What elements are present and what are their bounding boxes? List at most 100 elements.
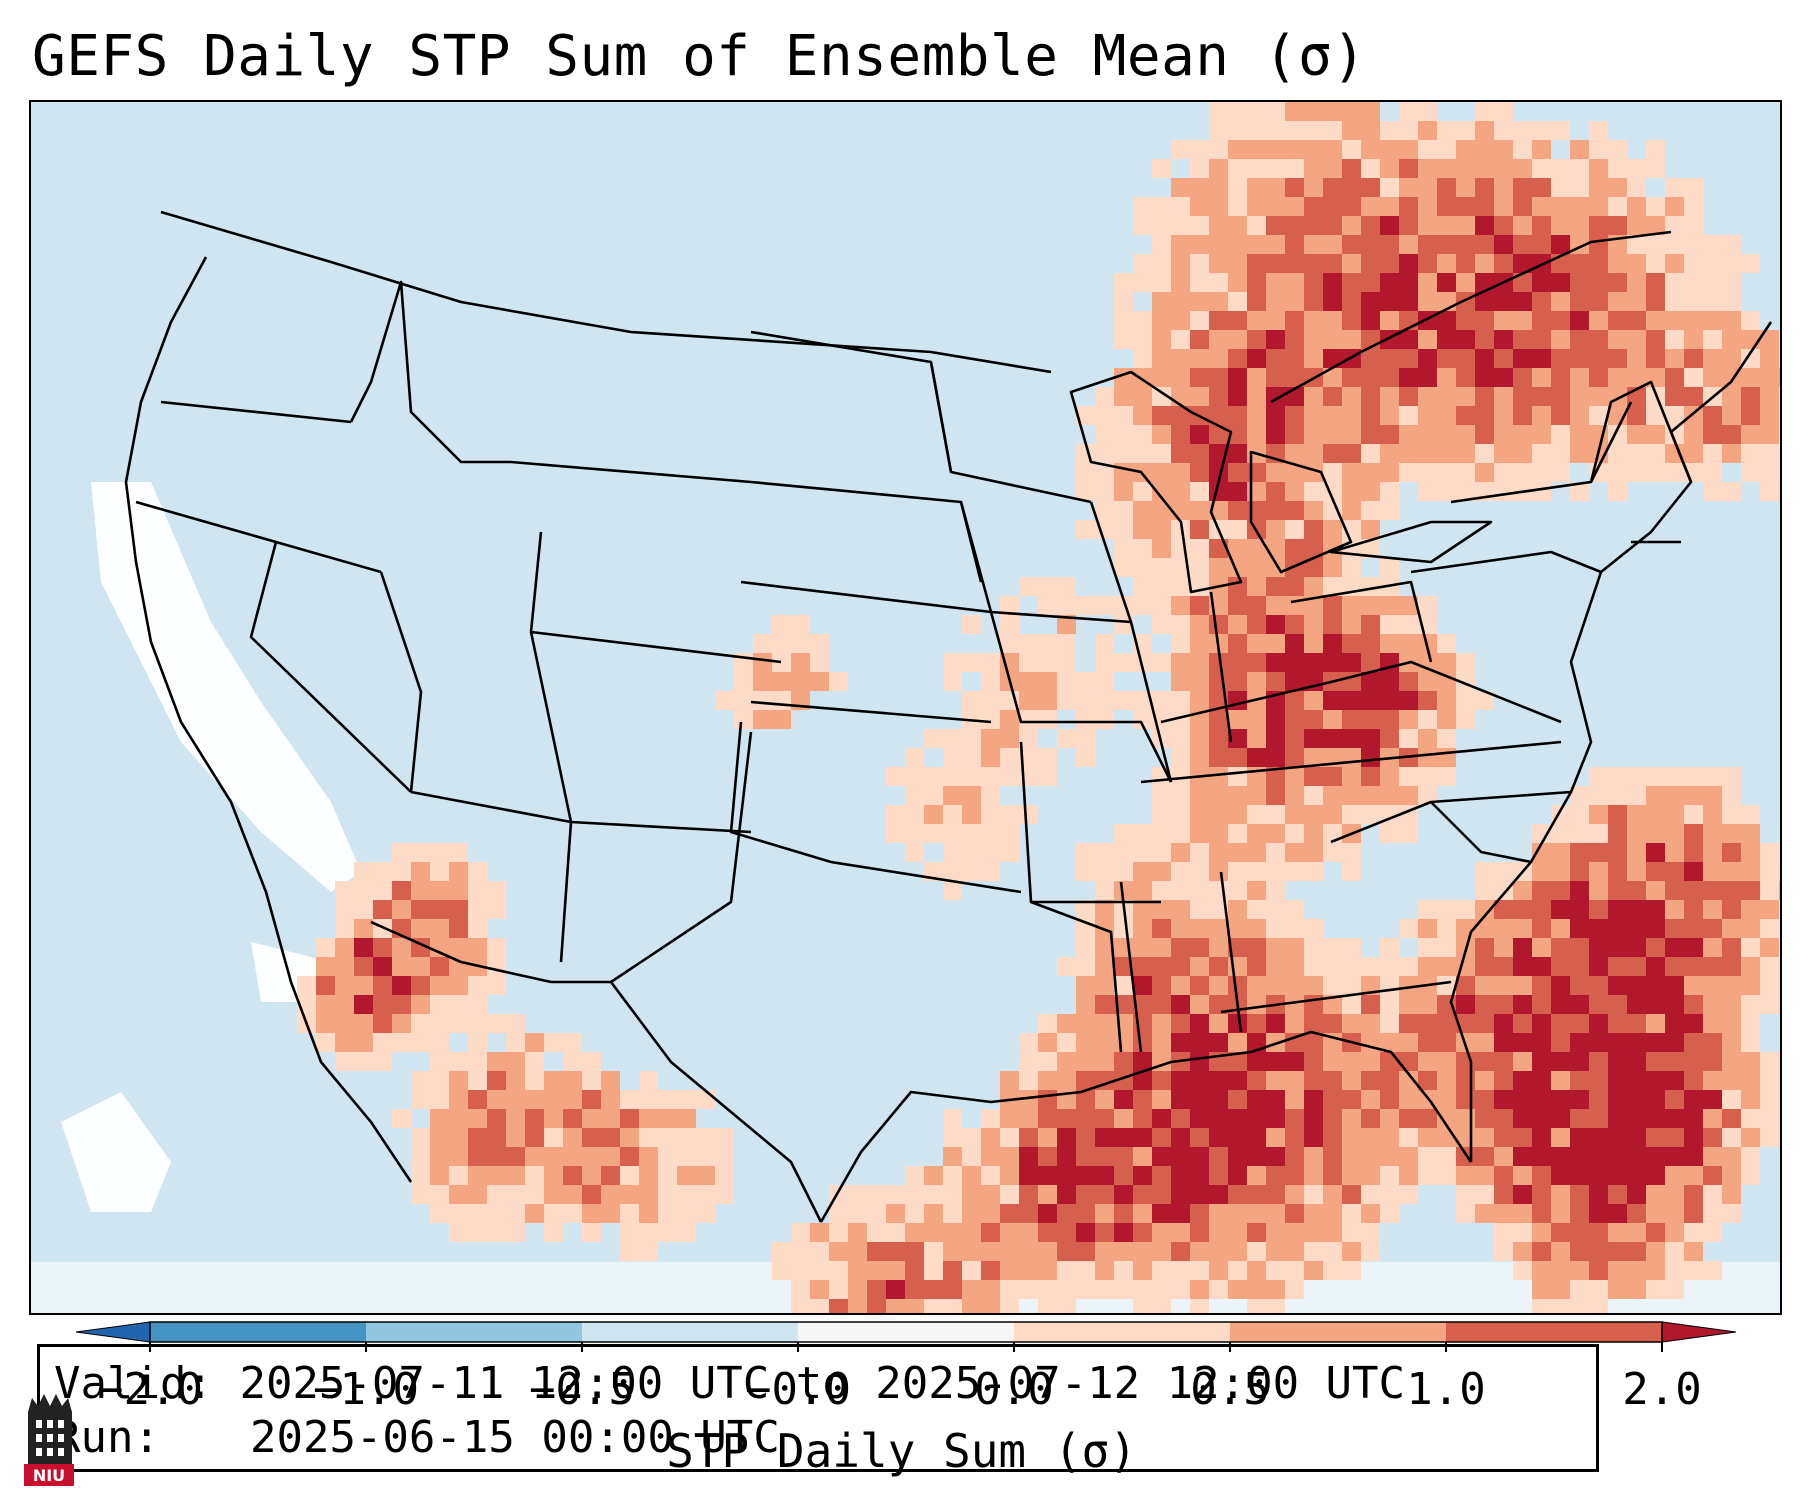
anomaly-cell (1247, 919, 1266, 938)
anomaly-cell (677, 1128, 696, 1147)
anomaly-cell (1722, 235, 1741, 254)
anomaly-cell (1038, 1128, 1057, 1147)
anomaly-cell (1076, 1223, 1095, 1242)
anomaly-cell (487, 1090, 506, 1109)
anomaly-cell (1475, 292, 1494, 311)
anomaly-cell (1741, 881, 1760, 900)
great-lakes (1069, 370, 1493, 594)
anomaly-cell (1551, 1147, 1570, 1166)
anomaly-cell (848, 1280, 867, 1299)
anomaly-cell (1323, 197, 1342, 216)
anomaly-cell (1589, 1033, 1608, 1052)
anomaly-cell (905, 1261, 924, 1280)
anomaly-cell (1665, 463, 1684, 482)
anomaly-cell (1133, 273, 1152, 292)
anomaly-cell (1057, 729, 1076, 748)
anomaly-cell (563, 1109, 582, 1128)
anomaly-cell (1247, 311, 1266, 330)
anomaly-cell (506, 1223, 525, 1242)
anomaly-cell (1494, 482, 1513, 501)
anomaly-cell (544, 1166, 563, 1185)
anomaly-cell (1665, 1071, 1684, 1090)
anomaly-cell (1019, 1071, 1038, 1090)
anomaly-cell (1399, 957, 1418, 976)
anomaly-cell (1057, 1014, 1076, 1033)
anomaly-cell (1209, 197, 1228, 216)
anomaly-cell (335, 1014, 354, 1033)
anomaly-cell (563, 1090, 582, 1109)
anomaly-cell (1076, 976, 1095, 995)
anomaly-cell (1513, 216, 1532, 235)
anomaly-cell (1304, 1033, 1323, 1052)
anomaly-cell (1095, 1204, 1114, 1223)
anomaly-cell (354, 1014, 373, 1033)
anomaly-cell (924, 1299, 943, 1313)
anomaly-cell (1570, 1109, 1589, 1128)
anomaly-cell (1057, 1052, 1076, 1071)
anomaly-cell (1684, 1223, 1703, 1242)
anomaly-cell (1304, 311, 1323, 330)
anomaly-cell (1456, 311, 1475, 330)
anomaly-cell (1418, 1033, 1437, 1052)
anomaly-cell (1247, 634, 1266, 653)
anomaly-cell (1171, 501, 1190, 520)
anomaly-cell (1247, 938, 1266, 957)
us-canada-border (160, 210, 1672, 404)
anomaly-cell (1076, 938, 1095, 957)
anomaly-cell (1399, 596, 1418, 615)
anomaly-cell (1665, 178, 1684, 197)
anomaly-cell (373, 862, 392, 881)
anomaly-cell (1475, 159, 1494, 178)
anomaly-cell (1532, 292, 1551, 311)
anomaly-cell (1209, 995, 1228, 1014)
anomaly-cell (1342, 558, 1361, 577)
anomaly-cell (1114, 843, 1133, 862)
anomaly-cell (943, 786, 962, 805)
anomaly-cell (1760, 843, 1779, 862)
anomaly-cell (544, 1204, 563, 1223)
anomaly-cell (1741, 387, 1760, 406)
anomaly-cell (1247, 387, 1266, 406)
anomaly-cell (468, 1147, 487, 1166)
anomaly-cell (335, 900, 354, 919)
anomaly-cell (1114, 1223, 1133, 1242)
anomaly-cell (1361, 121, 1380, 140)
anomaly-cell (1608, 786, 1627, 805)
anomaly-cell (1000, 748, 1019, 767)
anomaly-cell (1228, 976, 1247, 995)
anomaly-cell (1608, 1223, 1627, 1242)
anomaly-cell (1399, 235, 1418, 254)
anomaly-cell (1285, 710, 1304, 729)
anomaly-cell (1190, 672, 1209, 691)
anomaly-cell (1038, 1299, 1057, 1313)
anomaly-cell (1608, 843, 1627, 862)
anomaly-cell (1627, 1128, 1646, 1147)
anomaly-cell (1589, 1147, 1608, 1166)
anomaly-cell (1228, 444, 1247, 463)
anomaly-cell (1266, 1261, 1285, 1280)
anomaly-cell (1190, 197, 1209, 216)
anomaly-cell (1095, 672, 1114, 691)
anomaly-cell (1532, 1033, 1551, 1052)
anomaly-cell (392, 881, 411, 900)
anomaly-cell (1475, 919, 1494, 938)
anomaly-cell (791, 615, 810, 634)
anomaly-cell (905, 1166, 924, 1185)
anomaly-cell (1703, 1204, 1722, 1223)
anomaly-cell (1760, 938, 1779, 957)
anomaly-cell (1152, 520, 1171, 539)
anomaly-cell (1570, 900, 1589, 919)
anomaly-cell (1152, 1261, 1171, 1280)
anomaly-cell (1114, 1052, 1133, 1071)
anomaly-cell (1513, 292, 1532, 311)
anomaly-cell (1551, 1242, 1570, 1261)
anomaly-cell (1722, 976, 1741, 995)
anomaly-cell (1608, 1090, 1627, 1109)
anomaly-cell (772, 634, 791, 653)
anomaly-cell (1475, 444, 1494, 463)
colorbar-tick-label: −1.0 (313, 1364, 419, 1415)
anomaly-cell (1095, 710, 1114, 729)
anomaly-cell (1684, 938, 1703, 957)
anomaly-cell (1399, 387, 1418, 406)
anomaly-cell (1038, 634, 1057, 653)
